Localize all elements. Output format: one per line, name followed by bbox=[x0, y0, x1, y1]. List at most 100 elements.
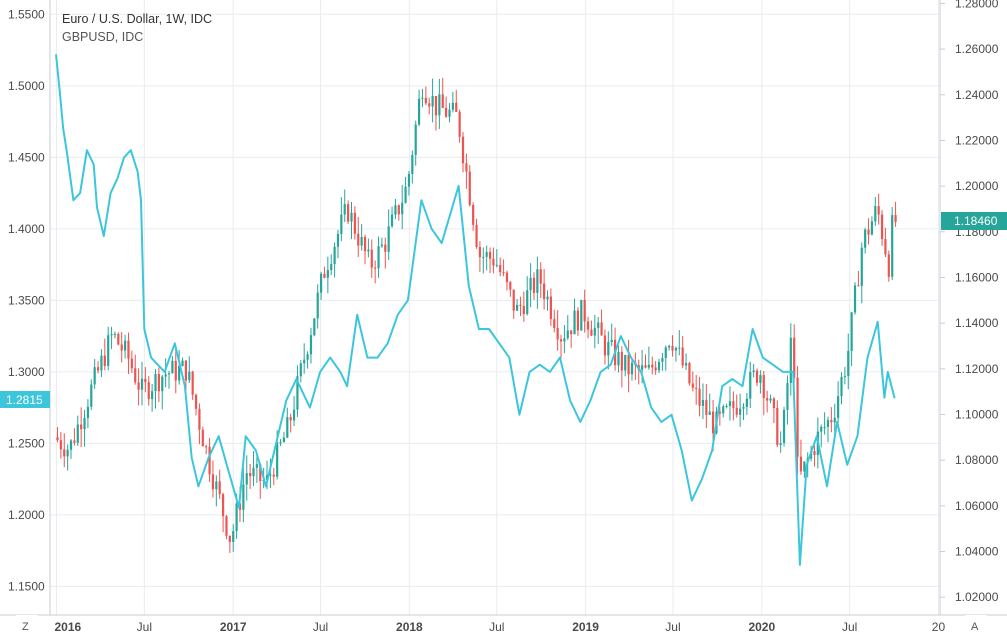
candle-body bbox=[319, 273, 323, 293]
candle-body bbox=[218, 481, 221, 495]
candle-body bbox=[363, 236, 367, 252]
candle-body bbox=[211, 474, 215, 490]
candle-body bbox=[624, 354, 627, 371]
candle-body bbox=[76, 424, 79, 443]
candle-body bbox=[563, 338, 566, 342]
candle-body bbox=[384, 244, 387, 252]
candle-body bbox=[620, 351, 623, 371]
candle-body bbox=[289, 417, 292, 421]
candle-body bbox=[127, 340, 130, 359]
candle-body bbox=[840, 376, 843, 397]
candle-body bbox=[438, 94, 441, 116]
chart-subtitle: GBPUSD, IDC bbox=[62, 30, 143, 44]
candle-body bbox=[144, 378, 147, 383]
candle-body bbox=[559, 339, 563, 342]
zoom-toggle-label: Z bbox=[22, 621, 29, 633]
right-tick-label: 1.22000 bbox=[955, 133, 999, 147]
candle-body bbox=[749, 371, 752, 399]
candle-body bbox=[732, 401, 735, 408]
candle-body bbox=[80, 424, 83, 430]
candle-body bbox=[59, 440, 62, 450]
candle-body bbox=[576, 310, 580, 331]
left-tick-label: 1.2000 bbox=[8, 508, 45, 522]
candle-body bbox=[303, 359, 306, 364]
candle-body bbox=[586, 321, 590, 330]
left-tick-label: 1.4500 bbox=[8, 150, 45, 164]
candle-body bbox=[313, 318, 316, 336]
right-last-value: 1.18460 bbox=[954, 214, 998, 228]
candle-body bbox=[813, 451, 816, 455]
candle-body bbox=[522, 305, 525, 315]
candle-body bbox=[63, 449, 66, 457]
candle-body bbox=[566, 330, 569, 339]
right-tick-label: 1.20000 bbox=[955, 179, 999, 193]
candle-body bbox=[630, 362, 634, 375]
candle-body bbox=[553, 319, 556, 329]
candle-body bbox=[779, 443, 782, 445]
candle-body bbox=[157, 374, 160, 392]
candle-body bbox=[367, 249, 370, 252]
candle-body bbox=[107, 335, 110, 366]
candle-body bbox=[539, 269, 542, 284]
candle-body bbox=[864, 229, 867, 248]
candle-body bbox=[644, 365, 647, 368]
candle-body bbox=[786, 382, 789, 410]
candle-body bbox=[708, 411, 711, 415]
candle-body bbox=[515, 304, 519, 311]
candle-body bbox=[705, 400, 708, 415]
time-tick-label: Jul bbox=[665, 620, 680, 634]
candle-body bbox=[434, 96, 438, 116]
candle-body bbox=[83, 417, 86, 430]
candle-body bbox=[455, 102, 458, 112]
right-tick-label: 1.08000 bbox=[955, 453, 999, 467]
candle-body bbox=[299, 363, 302, 377]
candle-body bbox=[194, 394, 198, 409]
candle-body bbox=[647, 364, 650, 368]
candle-body bbox=[232, 531, 235, 542]
candle-body bbox=[387, 226, 390, 252]
candle-body bbox=[330, 264, 333, 271]
candle-body bbox=[171, 360, 174, 374]
auto-scale-label: A bbox=[971, 621, 979, 633]
zoom-toggle-button[interactable]: Z bbox=[16, 615, 38, 637]
candle-body bbox=[509, 282, 512, 290]
candle-body bbox=[691, 383, 694, 388]
candle-body bbox=[96, 367, 100, 371]
candle-body bbox=[570, 330, 573, 335]
candle-body bbox=[69, 440, 73, 450]
candle-body bbox=[357, 233, 360, 246]
candle-body bbox=[617, 351, 620, 366]
candle-body bbox=[414, 124, 417, 155]
candle-body bbox=[242, 484, 245, 510]
left-tick-label: 1.3000 bbox=[8, 365, 45, 379]
candle-body bbox=[725, 406, 728, 408]
candle-body bbox=[147, 382, 150, 400]
candle-body bbox=[336, 233, 340, 247]
candle-body bbox=[880, 214, 884, 240]
candle-body bbox=[803, 461, 806, 472]
candle-body bbox=[519, 304, 522, 306]
candle-body bbox=[532, 277, 536, 293]
left-tick-label: 1.3500 bbox=[8, 293, 45, 307]
candle-body bbox=[120, 344, 123, 351]
candle-body bbox=[86, 406, 90, 418]
candle-body bbox=[472, 204, 475, 225]
candle-body bbox=[891, 215, 894, 277]
candle-body bbox=[546, 296, 549, 300]
candle-body bbox=[103, 355, 106, 366]
candle-body bbox=[853, 285, 857, 313]
candle-body bbox=[205, 446, 208, 448]
candle-body bbox=[404, 186, 407, 203]
candle-body bbox=[820, 426, 823, 432]
candle-body bbox=[292, 409, 296, 421]
candle-body bbox=[428, 103, 431, 107]
time-tick-label: Jul bbox=[313, 620, 328, 634]
right-tick-label: 1.14000 bbox=[955, 316, 999, 330]
candle-body bbox=[252, 467, 255, 477]
candle-body bbox=[870, 221, 874, 235]
candle-body bbox=[580, 300, 583, 331]
time-tick-label: 2019 bbox=[572, 620, 599, 634]
candle-body bbox=[884, 239, 887, 255]
auto-scale-button[interactable]: A bbox=[965, 615, 987, 637]
candle-body bbox=[377, 246, 380, 269]
